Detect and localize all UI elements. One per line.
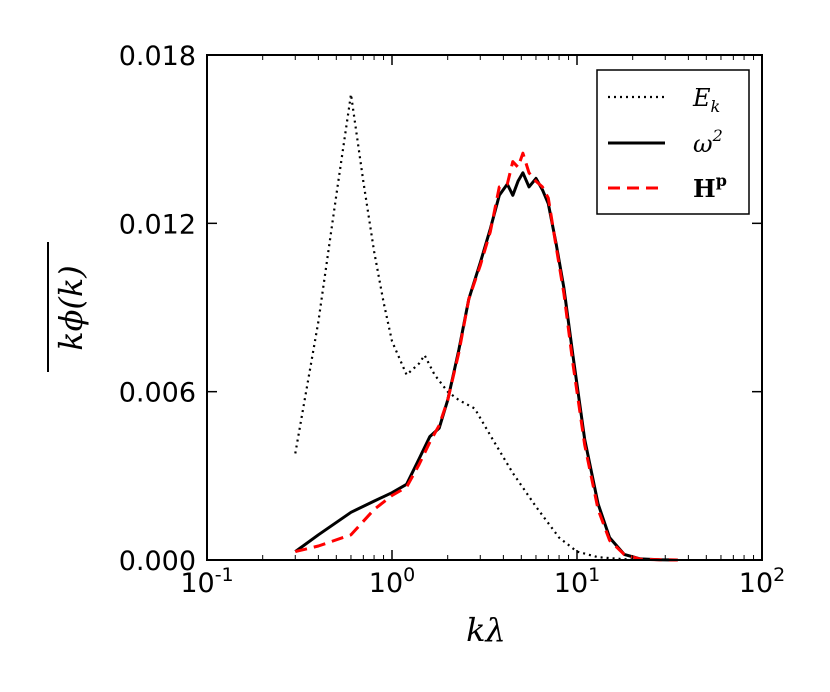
y-tick-label: 0.018 xyxy=(119,41,196,72)
ticks-layer: 10-1 100 101 102 0.000 0.006 0.012 0.018 xyxy=(119,41,786,599)
y-tick-label: 0.000 xyxy=(119,546,196,577)
y-tick-label: 0.012 xyxy=(119,209,196,240)
plot-frame xyxy=(206,54,763,561)
x-axis-label: kλ xyxy=(466,611,506,649)
x-tick-label: 101 xyxy=(554,564,600,599)
legend-label-2: Hp xyxy=(693,171,727,203)
x-tick-label: 10-1 xyxy=(180,564,233,599)
series-line-2 xyxy=(294,151,678,562)
legend: Ek ω2 Hp xyxy=(596,69,750,215)
legend-label-1: ω2 xyxy=(693,126,723,158)
series-layer xyxy=(294,93,678,562)
x-tick-label: 102 xyxy=(739,564,785,599)
series-line-0 xyxy=(294,93,678,562)
legend-label-0: Ek xyxy=(692,84,720,116)
y-axis-label-group: kϕ(k) xyxy=(47,242,90,372)
x-tick-label: 100 xyxy=(369,564,415,599)
y-axis-label: kϕ(k) xyxy=(52,265,90,351)
y-tick-label: 0.006 xyxy=(119,378,196,409)
series-line-1 xyxy=(294,171,678,562)
axis-labels: kλ kϕ(k) xyxy=(47,242,506,649)
